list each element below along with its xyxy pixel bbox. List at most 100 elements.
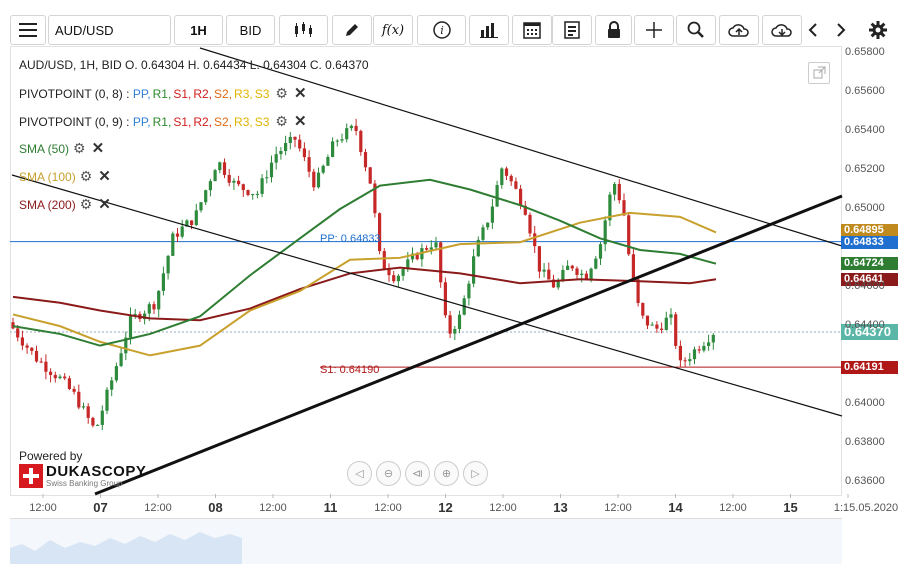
candle-body <box>556 281 560 288</box>
sma-label: SMA (50) <box>19 142 70 156</box>
close-icon[interactable]: ✕ <box>91 140 105 157</box>
sma200-line <box>12 266 717 322</box>
candle-body <box>96 424 100 426</box>
crosshair-button[interactable] <box>634 15 674 45</box>
fit-button[interactable]: ⧏ <box>405 461 430 486</box>
volume-button[interactable] <box>469 15 509 45</box>
candle-body <box>443 282 447 316</box>
candle-body <box>321 165 325 173</box>
candle-body <box>326 156 330 166</box>
draw-button[interactable] <box>332 15 372 45</box>
candle-body <box>707 342 711 346</box>
time-tick-label: 12:00 <box>489 502 517 514</box>
swiss-cross-logo <box>19 464 43 488</box>
chevron-left-icon <box>808 23 817 37</box>
day-tick-label: 15 <box>783 500 798 515</box>
candle-body <box>551 279 556 288</box>
gear-icon[interactable]: ⚙ <box>275 113 288 129</box>
pivot-level-3: R2, <box>193 87 213 101</box>
symbol-selector[interactable]: AUD/USD <box>48 15 171 45</box>
candle-body <box>476 239 480 257</box>
chart-type-button[interactable] <box>279 15 328 45</box>
price-marker: 0.64641 <box>841 273 898 287</box>
pivot-level-0: PP, <box>132 87 151 101</box>
download-button[interactable] <box>762 15 802 45</box>
gear-icon[interactable]: ⚙ <box>79 168 93 184</box>
close-icon[interactable]: ✕ <box>293 113 307 130</box>
info-button[interactable]: i <box>417 15 466 45</box>
candle-body <box>589 268 593 280</box>
candle-body <box>302 148 306 158</box>
info-icon: i <box>432 21 451 39</box>
candle-body <box>382 251 386 270</box>
settings-button[interactable] <box>865 15 891 45</box>
gear-icon[interactable]: ⚙ <box>73 140 86 156</box>
scroll-right-button[interactable] <box>830 15 852 45</box>
candle-body <box>105 389 109 411</box>
chart-area[interactable] <box>10 46 842 496</box>
chevron-right-icon <box>837 23 846 37</box>
candle-body <box>650 324 654 326</box>
sma-label: SMA (100) <box>19 170 76 184</box>
candle-body <box>284 142 288 151</box>
candle-body <box>617 183 621 201</box>
candle-body <box>190 220 194 226</box>
upload-button[interactable] <box>719 15 759 45</box>
menu-icon <box>19 23 37 37</box>
candle-body <box>504 168 509 176</box>
zoom-icon <box>687 21 704 38</box>
candle-body <box>213 170 217 182</box>
candle-body <box>11 322 15 329</box>
candle-body <box>143 313 147 320</box>
nav-right-button[interactable]: ▷ <box>463 461 488 486</box>
candle-body <box>429 247 433 250</box>
expand-icon <box>813 66 826 79</box>
candle-body <box>500 168 504 186</box>
menu-button[interactable] <box>10 15 46 45</box>
close-icon[interactable]: ✕ <box>293 85 307 102</box>
sma-label: SMA (200) <box>19 198 76 212</box>
interval-selector[interactable]: 1H <box>174 15 223 45</box>
trend-line-upper <box>199 47 843 247</box>
zoom-in-button[interactable]: ⊕ <box>434 461 459 486</box>
navigator-minimap[interactable] <box>10 518 842 564</box>
gear-icon[interactable]: ⚙ <box>79 196 93 212</box>
candle-body <box>627 215 631 255</box>
lock-icon <box>607 21 620 38</box>
price-marker: 0.64191 <box>841 360 898 374</box>
candle-body <box>128 314 133 338</box>
candle-body <box>77 391 81 408</box>
gear-icon[interactable]: ⚙ <box>275 85 288 101</box>
indicators-button[interactable]: f(x) <box>373 15 413 45</box>
chart-navigation: ◁ ⊖ ⧏ ⊕ ▷ <box>347 461 488 486</box>
candle-body <box>316 172 321 188</box>
candle-body <box>67 378 71 389</box>
sma100-line <box>12 211 717 357</box>
candle-body <box>481 227 485 240</box>
pencil-icon <box>346 24 358 36</box>
time-tick-label: 12:00 <box>604 502 632 514</box>
zoom-out-button[interactable]: ⊖ <box>376 461 401 486</box>
fullscreen-button[interactable] <box>808 62 830 84</box>
side-label: BID <box>239 22 262 38</box>
calendar-button[interactable] <box>512 15 552 45</box>
candle-body <box>655 324 659 329</box>
scroll-left-button[interactable] <box>802 15 824 45</box>
lock-button[interactable] <box>595 15 632 45</box>
pivot-level-2: S1, <box>173 87 192 101</box>
nav-left-button[interactable]: ◁ <box>347 461 372 486</box>
candle-body <box>34 350 39 362</box>
candle-body <box>490 206 494 223</box>
candle-body <box>199 202 203 211</box>
candle-body <box>58 376 62 379</box>
candle-body <box>241 184 245 191</box>
candle-body <box>645 315 650 326</box>
close-icon[interactable]: ✕ <box>98 168 111 185</box>
candle-body <box>566 265 570 270</box>
notes-button[interactable] <box>552 15 592 45</box>
side-selector[interactable]: BID <box>226 15 275 45</box>
close-icon[interactable]: ✕ <box>98 196 111 213</box>
price-marker: 0.64895 <box>841 223 898 237</box>
zoom-button[interactable] <box>676 15 716 45</box>
time-tick-label: 1:15.05.2020 <box>833 502 899 514</box>
